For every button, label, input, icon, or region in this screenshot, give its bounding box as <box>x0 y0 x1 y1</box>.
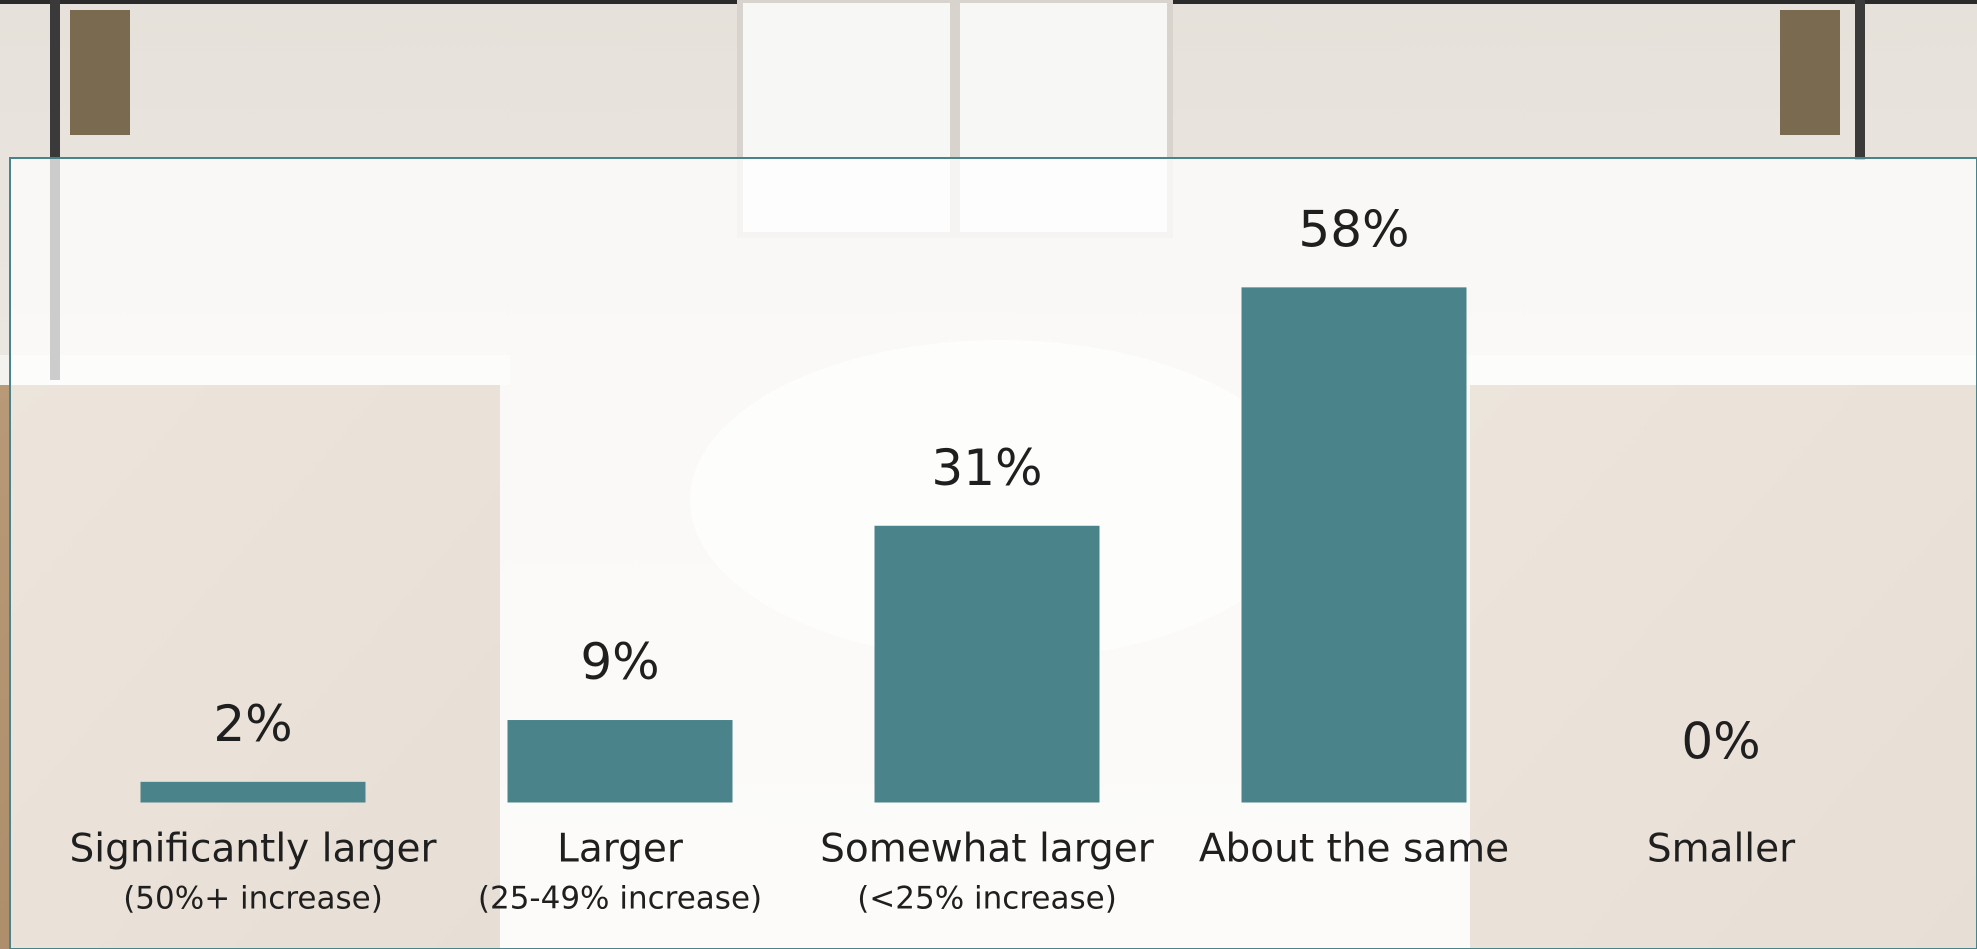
value-label: 2% <box>213 695 292 753</box>
x-tick-label: Larger <box>557 827 684 872</box>
bar <box>140 781 366 803</box>
bar <box>507 720 733 803</box>
value-label: 9% <box>580 633 659 691</box>
x-tick-label: About the same <box>1199 827 1509 872</box>
x-tick-sublabel: (<25% increase) <box>857 881 1117 917</box>
x-tick-label: Significantly larger <box>70 827 438 872</box>
x-tick-label: Somewhat larger <box>820 827 1155 872</box>
value-label: 0% <box>1681 713 1760 771</box>
value-label: 31% <box>931 439 1042 497</box>
bar <box>874 525 1100 803</box>
x-tick-label: Smaller <box>1647 827 1796 872</box>
x-tick-sublabel: (25-49% increase) <box>478 881 762 917</box>
x-tick-sublabel: (50%+ increase) <box>123 881 383 917</box>
value-label: 58% <box>1298 200 1409 258</box>
bar <box>1241 287 1467 803</box>
